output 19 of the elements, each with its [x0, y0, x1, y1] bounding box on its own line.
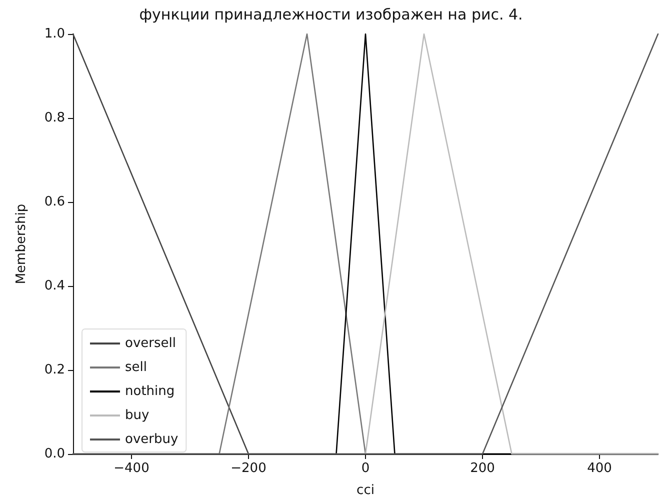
y-tick-label: 0.0	[44, 446, 65, 462]
legend-label: buy	[125, 408, 150, 423]
legend-label: overbuy	[125, 432, 178, 447]
x-tick-label: 0	[361, 461, 370, 476]
x-axis-title: cci	[356, 483, 374, 498]
y-tick-label: 0.8	[44, 110, 65, 126]
y-tick-label: 0.6	[44, 194, 65, 210]
y-tick-label: 0.4	[44, 278, 65, 294]
legend-label: oversell	[125, 336, 176, 351]
x-tick-label: −400	[114, 461, 150, 476]
y-tick-label: 1.0	[44, 26, 65, 42]
y-axis-title: Membership	[14, 204, 29, 284]
x-tick-label: −200	[230, 461, 266, 476]
chart-title: функции принадлежности изображен на рис. 4.	[139, 6, 523, 24]
legend-label: nothing	[125, 384, 175, 399]
y-tick-label: 0.2	[44, 362, 65, 378]
x-tick-label: 400	[587, 461, 612, 476]
x-tick-label: 200	[470, 461, 495, 476]
legend-label: sell	[125, 360, 147, 375]
